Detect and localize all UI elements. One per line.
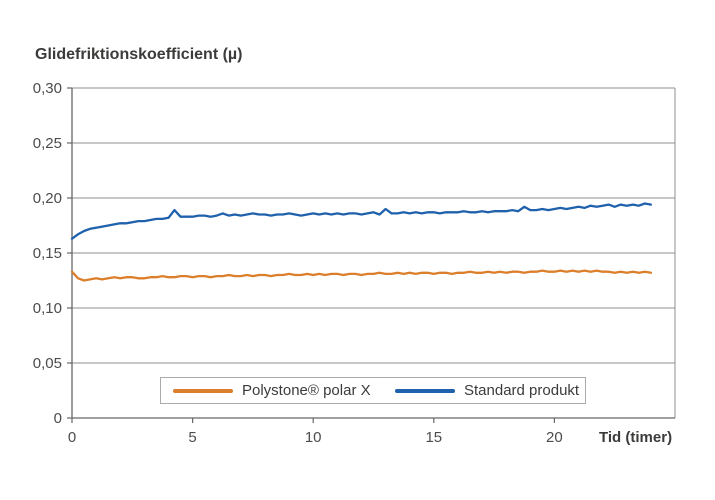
x-tick-label: 0 — [68, 429, 76, 446]
x-tick-label: 15 — [425, 429, 442, 446]
legend-item-standard-produkt: Standard produkt — [395, 378, 579, 403]
legend: Polystone® polar X Standard produkt — [160, 377, 586, 404]
x-axis-title: Tid (timer) — [599, 429, 673, 446]
y-tick-label: 0,25 — [33, 135, 62, 152]
y-tick-label: 0,10 — [33, 300, 62, 317]
legend-label: Standard produkt — [464, 382, 580, 399]
x-tick-label: 10 — [305, 429, 322, 446]
y-tick-label: 0 — [54, 410, 62, 427]
legend-line-swatch-orange — [173, 388, 233, 393]
y-tick-label: 0,15 — [33, 245, 62, 262]
y-tick-label: 0,30 — [33, 80, 62, 97]
x-tick-label: 20 — [546, 429, 563, 446]
legend-line-swatch-blue — [395, 388, 455, 393]
y-tick-label: 0,20 — [33, 190, 62, 207]
series-line-polystone-polar-x — [70, 269, 653, 282]
chart-title: Glidefriktionskoefficient (µ) — [35, 46, 243, 63]
x-tick-label: 5 — [188, 429, 196, 446]
legend-item-polystone-polar-x: Polystone® polar X — [173, 378, 371, 403]
series-line-standard-produkt — [70, 202, 653, 240]
legend-label: Polystone® polar X — [242, 382, 371, 399]
y-tick-label: 0,05 — [33, 355, 62, 372]
